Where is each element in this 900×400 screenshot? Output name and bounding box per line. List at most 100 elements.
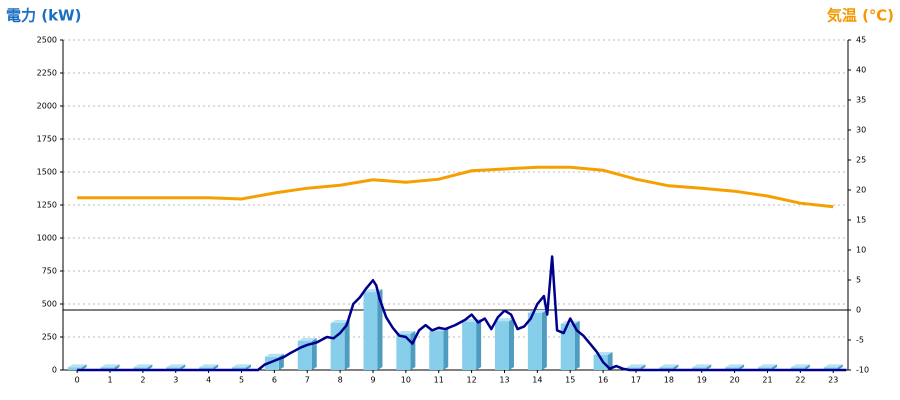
- bar-top: [757, 364, 777, 368]
- power-line: [77, 255, 847, 372]
- y-tick-label: 1250: [37, 201, 57, 210]
- y-tick-label: 1500: [37, 168, 57, 177]
- y2-tick-label: -5: [856, 336, 864, 345]
- bar-side: [607, 351, 613, 370]
- y2-tick-label: 20: [856, 186, 866, 195]
- x-tick-label: 11: [434, 376, 444, 385]
- x-tick-label: 22: [795, 376, 805, 385]
- bar-top: [560, 320, 580, 324]
- bar: [67, 367, 82, 370]
- bar: [527, 312, 542, 370]
- y2-tick-label: 30: [856, 126, 866, 135]
- bar: [363, 292, 378, 370]
- x-tick-label: 23: [828, 376, 838, 385]
- x-tick-label: 4: [206, 376, 211, 385]
- y-tick-label: 1750: [37, 135, 57, 144]
- x-tick-label: 0: [75, 376, 80, 385]
- bar-top: [330, 320, 350, 324]
- bar-top: [790, 364, 810, 368]
- bar-side: [114, 364, 120, 370]
- temperature-line: [77, 165, 834, 209]
- x-tick-label: 2: [140, 376, 145, 385]
- bar-side: [81, 364, 87, 370]
- bar: [166, 367, 181, 370]
- bar-top: [823, 364, 843, 368]
- bar-side: [771, 364, 777, 370]
- bar: [659, 367, 674, 370]
- x-tick-label: 3: [173, 376, 178, 385]
- x-tick-label: 16: [598, 376, 608, 385]
- bar-side: [245, 364, 251, 370]
- bar-top: [264, 353, 284, 357]
- bar-top: [725, 364, 745, 368]
- y-tick-label: 0: [52, 366, 57, 375]
- y2-tick-label: 0: [856, 306, 861, 315]
- bar-side: [739, 364, 745, 370]
- bar-top: [297, 337, 317, 341]
- x-tick-label: 20: [729, 376, 739, 385]
- bar-top: [494, 318, 514, 322]
- x-tick-label: 10: [401, 376, 411, 385]
- x-tick-label: 17: [631, 376, 641, 385]
- bar-top: [166, 364, 186, 368]
- bar-side: [804, 364, 810, 370]
- y-tick-label: 2000: [37, 102, 57, 111]
- y-tick-label: 500: [42, 300, 57, 309]
- x-tick-label: 14: [532, 376, 542, 385]
- bar-side: [377, 289, 383, 370]
- bar-side: [180, 364, 186, 370]
- x-tick-label: 19: [697, 376, 707, 385]
- y-tick-label: 2250: [37, 69, 57, 78]
- bar: [823, 367, 838, 370]
- x-tick-label: 1: [107, 376, 112, 385]
- y2-tick-label: -10: [856, 366, 869, 375]
- bar-top: [199, 364, 219, 368]
- y2-tick-label: 40: [856, 66, 866, 75]
- bar: [560, 323, 575, 370]
- bar: [757, 367, 772, 370]
- bar-side: [706, 364, 712, 370]
- bar: [199, 367, 214, 370]
- bar-top: [67, 364, 87, 368]
- bar-side: [213, 364, 219, 370]
- bar: [790, 367, 805, 370]
- bar: [593, 354, 608, 370]
- x-tick-label: 9: [370, 376, 375, 385]
- x-tick-label: 7: [305, 376, 310, 385]
- x-tick-label: 6: [272, 376, 277, 385]
- x-tick-label: 13: [499, 376, 509, 385]
- bar: [100, 367, 115, 370]
- y-tick-label: 750: [42, 267, 57, 276]
- y2-tick-label: 5: [856, 276, 861, 285]
- bar-side: [147, 364, 153, 370]
- bar-side: [311, 337, 317, 370]
- bar-top: [692, 364, 712, 368]
- bar-side: [640, 364, 646, 370]
- bar: [133, 367, 148, 370]
- bar-side: [443, 328, 449, 370]
- bar-side: [837, 364, 843, 370]
- bar-side: [541, 309, 547, 370]
- x-tick-label: 21: [762, 376, 772, 385]
- bar: [429, 331, 444, 370]
- bar-side: [508, 318, 514, 370]
- bar: [692, 367, 707, 370]
- bar-top: [231, 364, 251, 368]
- bar-top: [626, 364, 646, 368]
- y-axis-title: 電力 (kW): [6, 7, 81, 25]
- bar-side: [673, 364, 679, 370]
- bar: [494, 321, 509, 370]
- bar: [626, 367, 641, 370]
- y2-tick-label: 10: [856, 246, 866, 255]
- bar: [330, 323, 345, 370]
- x-tick-label: 18: [664, 376, 674, 385]
- y-tick-label: 2500: [37, 36, 57, 45]
- y2-tick-label: 45: [856, 36, 866, 45]
- bar: [725, 367, 740, 370]
- y-tick-label: 1000: [37, 234, 57, 243]
- bar: [396, 333, 411, 370]
- bar: [231, 367, 246, 370]
- bar-top: [133, 364, 153, 368]
- bar-side: [344, 320, 350, 370]
